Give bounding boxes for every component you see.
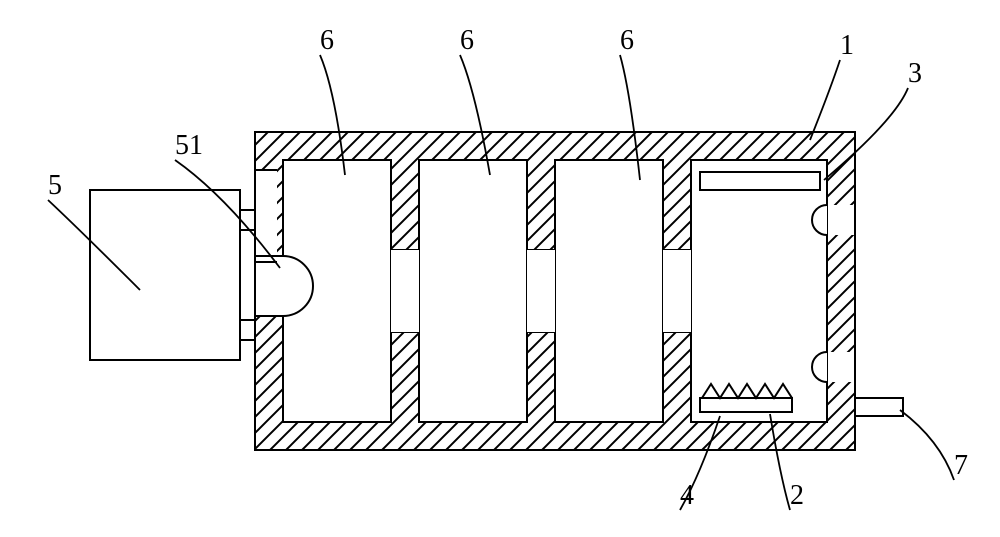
label-l5: 5 xyxy=(48,170,62,201)
motor-neck-bottom xyxy=(240,320,255,340)
label-l51: 51 xyxy=(175,130,203,161)
motor-shaft xyxy=(255,256,313,316)
diagram-svg: 6 6 6 1 3 51 5 4 2 7 xyxy=(0,0,1000,537)
label-l2: 2 xyxy=(790,480,804,511)
chamber-3 xyxy=(555,160,663,422)
label-l1: 1 xyxy=(840,30,854,61)
leader-l1 xyxy=(810,60,840,140)
insert-plate-bottom xyxy=(700,398,792,412)
insert-plate-top xyxy=(700,172,820,190)
diagram-layer: 6 6 6 1 3 51 5 4 2 7 xyxy=(48,25,968,511)
leader-l7 xyxy=(900,410,954,480)
outlet-pipe xyxy=(855,398,903,416)
motor-body xyxy=(90,190,240,360)
chamber-2 xyxy=(419,160,527,422)
label-l7: 7 xyxy=(954,450,968,481)
label-l6c: 6 xyxy=(620,25,634,56)
label-l3: 3 xyxy=(908,58,922,89)
label-l6b: 6 xyxy=(460,25,474,56)
gap-fill xyxy=(663,250,691,332)
gap-fill xyxy=(527,250,555,332)
gap-fill xyxy=(391,250,419,332)
label-l4: 4 xyxy=(680,480,694,511)
label-l6a: 6 xyxy=(320,25,334,56)
chamber-4 xyxy=(691,160,827,422)
